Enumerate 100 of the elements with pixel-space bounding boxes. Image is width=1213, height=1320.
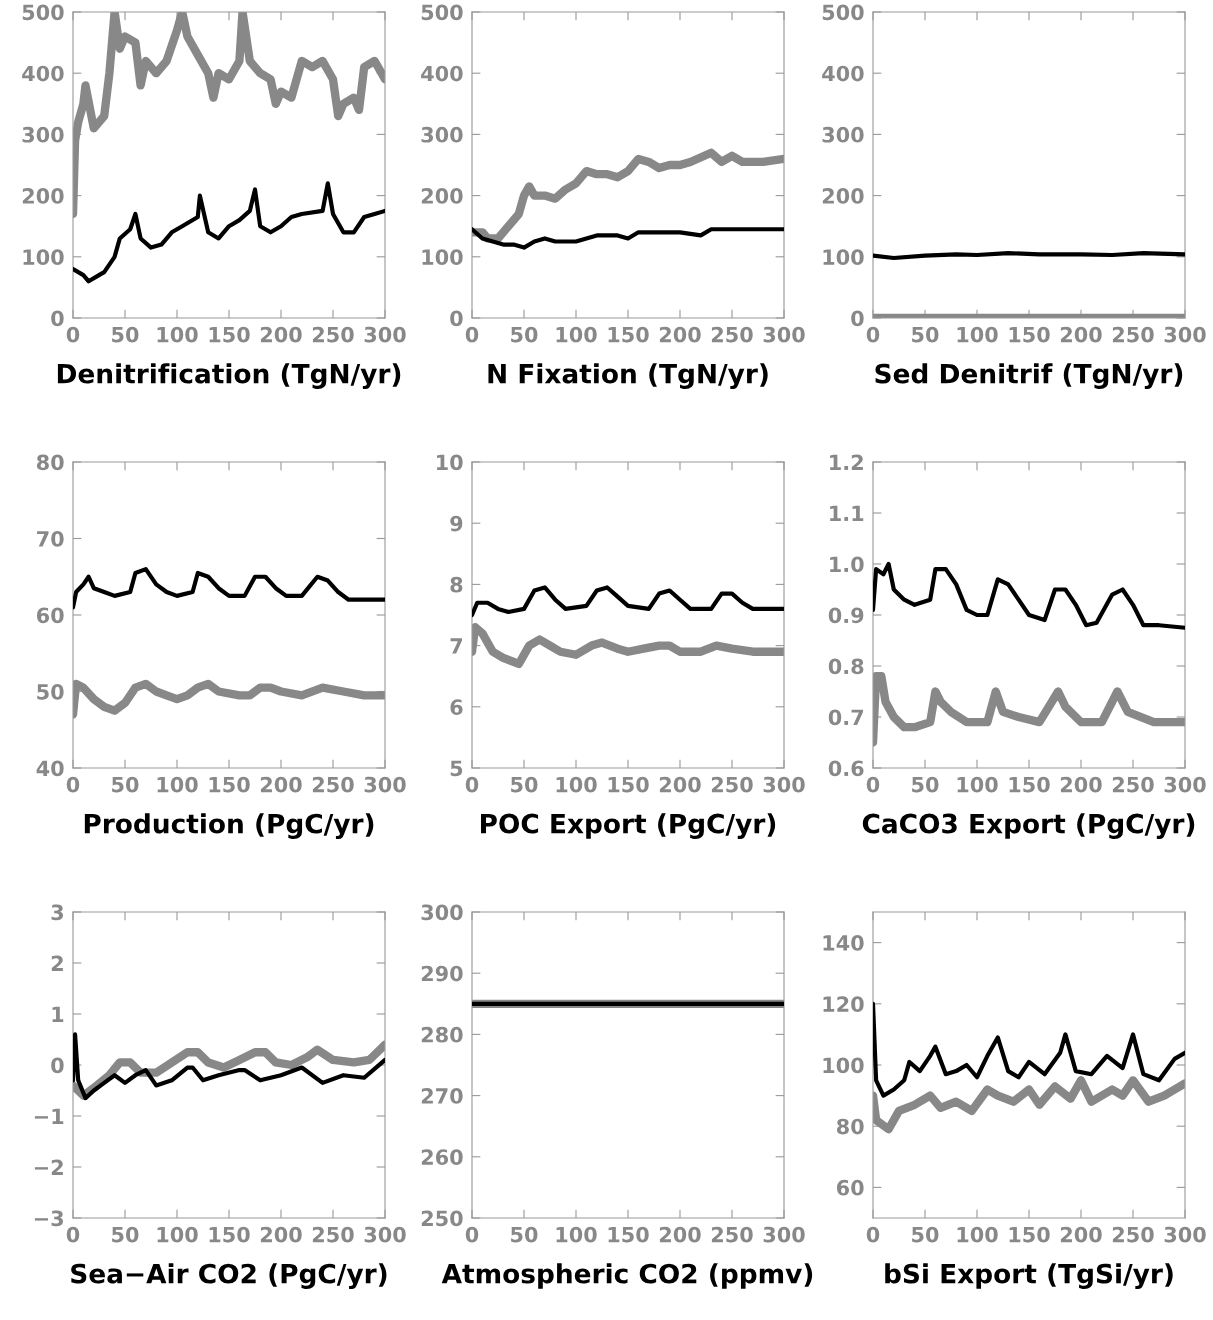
x-tick-label: 250 — [312, 1226, 354, 1243]
x-axis-title: N Fixation (TgN/yr) — [488, 363, 768, 389]
y-tick-label: 400 — [22, 65, 64, 82]
x-tick-label: 150 — [1009, 1226, 1050, 1243]
x-tick-label: 250 — [711, 776, 753, 793]
y-tick-label: 100 — [422, 249, 463, 266]
x-axis-title: POC Export (PgC/yr) — [481, 813, 776, 839]
x-tick-label: 150 — [608, 326, 649, 343]
y-tick-label: 400 — [822, 65, 864, 82]
x-axis-title: CaCO3 Export (PgC/yr) — [862, 813, 1195, 839]
x-tick-label: 300 — [1164, 326, 1206, 343]
x-tick-label: 150 — [209, 1226, 250, 1243]
x-tick-label: 300 — [1164, 776, 1206, 793]
x-tick-label: 300 — [364, 1226, 406, 1243]
x-axis-title: Sea−Air CO2 (PgC/yr) — [71, 1263, 387, 1289]
y-tick-label: 280 — [421, 1026, 463, 1043]
x-tick-label: 200 — [1060, 776, 1102, 793]
y-tick-label: 290 — [421, 965, 463, 982]
x-tick-label: 250 — [312, 326, 354, 343]
y-tick-label: 50 — [37, 683, 64, 700]
y-tick-label: 6 — [450, 699, 463, 716]
x-tick-label: 150 — [608, 1226, 649, 1243]
y-tick-label: 250 — [421, 1210, 463, 1227]
x-tick-label: 0 — [66, 1226, 80, 1243]
y-tick-label: 300 — [22, 126, 64, 143]
x-tick-label: 50 — [112, 1226, 139, 1243]
x-tick-label: 250 — [1112, 1226, 1154, 1243]
x-tick-label: 100 — [957, 1226, 998, 1243]
y-tick-label: 3 — [51, 904, 64, 921]
line-series — [472, 585, 784, 618]
x-tick-label: 250 — [312, 776, 354, 793]
x-tick-label: 200 — [1060, 1226, 1102, 1243]
y-tick-label: 0 — [851, 310, 864, 327]
y-tick-label: 100 — [23, 249, 64, 266]
line-series — [873, 1001, 1185, 1098]
y-tick-label: 200 — [822, 188, 864, 204]
y-tick-label: −3 — [34, 1210, 64, 1227]
y-tick-label: 1.0 — [830, 556, 864, 573]
x-tick-label: 200 — [659, 776, 701, 793]
x-tick-label: 200 — [260, 326, 302, 343]
x-tick-label: 150 — [209, 776, 250, 793]
y-tick-label: 300 — [421, 904, 463, 921]
x-tick-label: 300 — [1164, 1226, 1206, 1243]
x-tick-label: 100 — [157, 1226, 198, 1243]
x-tick-label: 300 — [364, 776, 406, 793]
y-tick-label: 60 — [836, 1179, 864, 1196]
x-tick-label: 200 — [659, 1226, 701, 1243]
y-tick-label: 500 — [822, 4, 864, 21]
x-tick-label: 200 — [659, 326, 701, 343]
x-tick-label: 100 — [957, 326, 998, 343]
x-tick-label: 250 — [711, 1226, 753, 1243]
x-axis-title: bSi Export (TgSi/yr) — [885, 1263, 1173, 1289]
x-tick-label: 50 — [112, 776, 139, 793]
y-tick-label: 300 — [421, 126, 463, 143]
y-tick-label: 9 — [450, 515, 463, 532]
x-tick-label: 150 — [1009, 776, 1050, 793]
x-tick-label: 250 — [711, 326, 753, 343]
y-tick-label: 80 — [836, 1118, 864, 1135]
y-tick-label: 5 — [450, 760, 463, 777]
y-tick-label: 0.8 — [828, 658, 864, 675]
y-tick-label: 80 — [36, 454, 64, 471]
x-tick-label: 0 — [866, 776, 880, 793]
x-tick-label: 150 — [209, 326, 250, 343]
y-tick-label: 500 — [421, 4, 463, 21]
x-tick-label: 100 — [157, 776, 198, 793]
x-tick-label: 50 — [912, 1226, 939, 1243]
line-series — [873, 561, 1185, 630]
y-tick-label: 0.9 — [828, 607, 864, 624]
x-tick-label: 250 — [1112, 776, 1154, 793]
y-tick-label: 40 — [36, 760, 64, 777]
x-tick-label: 0 — [866, 326, 880, 343]
x-tick-label: 300 — [364, 326, 406, 343]
y-tick-label: 270 — [421, 1088, 463, 1104]
x-tick-label: 200 — [260, 776, 302, 793]
y-tick-label: 200 — [22, 188, 64, 204]
line-series — [73, 567, 385, 610]
x-tick-label: 200 — [260, 1226, 302, 1243]
y-tick-label: 120 — [823, 996, 864, 1013]
y-tick-label: 10 — [437, 454, 463, 471]
y-tick-label: 400 — [421, 65, 463, 82]
y-tick-label: 500 — [22, 4, 64, 21]
x-tick-label: 50 — [511, 776, 538, 793]
x-tick-label: 0 — [66, 776, 80, 793]
y-tick-label: 260 — [421, 1149, 463, 1166]
y-tick-label: 60 — [36, 607, 64, 624]
x-tick-label: 300 — [763, 1226, 805, 1243]
y-tick-label: 70 — [37, 530, 64, 547]
x-tick-label: 100 — [556, 326, 597, 343]
x-tick-label: 0 — [66, 326, 80, 343]
y-tick-label: 100 — [823, 1057, 864, 1074]
y-tick-label: 200 — [421, 188, 463, 204]
y-tick-label: 0 — [51, 310, 64, 327]
x-tick-label: 250 — [1112, 326, 1154, 343]
x-tick-label: 50 — [912, 776, 939, 793]
x-tick-label: 50 — [511, 326, 538, 343]
x-tick-label: 100 — [556, 1226, 597, 1243]
x-tick-label: 300 — [763, 776, 805, 793]
x-axis-title: Atmospheric CO2 (ppmv) — [441, 1263, 813, 1289]
y-tick-label: 140 — [823, 935, 864, 951]
x-tick-label: 100 — [157, 326, 198, 343]
